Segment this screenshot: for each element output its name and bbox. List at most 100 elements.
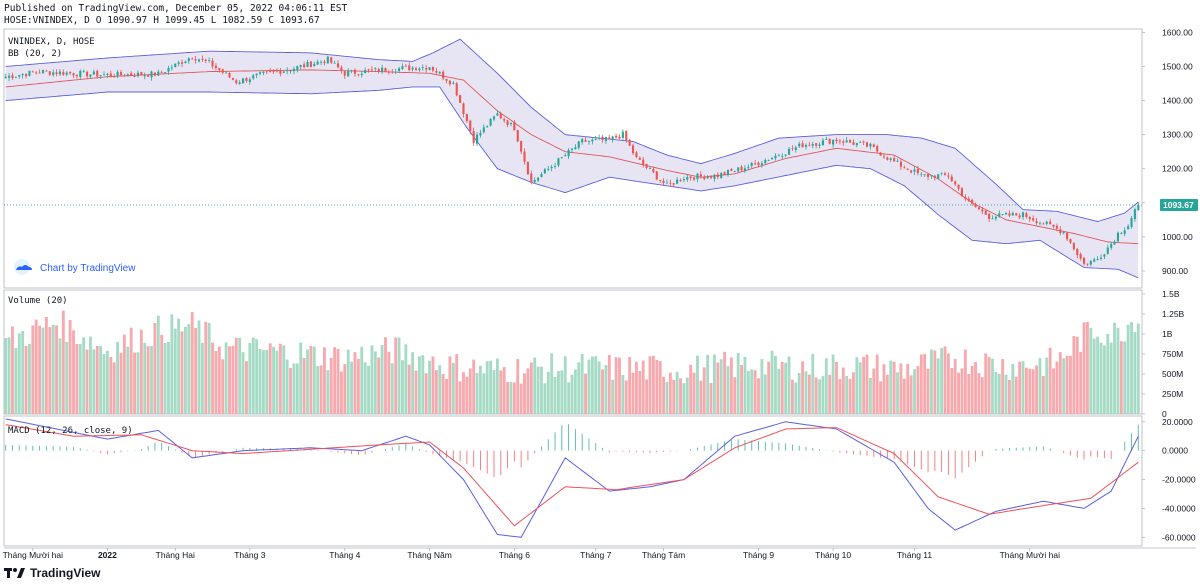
volume-bar <box>434 370 438 414</box>
volume-bar <box>868 377 872 414</box>
volume-bar <box>24 345 28 414</box>
volume-bar <box>597 361 601 414</box>
candle-body <box>353 69 357 74</box>
volume-bar <box>465 376 469 414</box>
candle-body <box>1021 212 1025 218</box>
candle-body <box>679 180 682 181</box>
candle-body <box>927 173 930 177</box>
volume-bar <box>845 375 849 414</box>
candle-body <box>113 76 116 78</box>
candle-body <box>279 70 282 74</box>
volume-bar <box>573 369 577 414</box>
candle-body <box>537 177 540 181</box>
candle-body <box>462 103 465 115</box>
candle-body <box>45 70 48 72</box>
volume-bar <box>852 372 855 414</box>
volume-bar <box>862 356 866 414</box>
candle-body <box>1066 232 1069 240</box>
candle-body <box>123 75 126 77</box>
time-label: Tháng Tám <box>642 550 685 560</box>
volume-bar <box>492 370 496 414</box>
candle-body <box>1106 247 1109 254</box>
time-label: Tháng Năm <box>407 550 451 560</box>
candle-body <box>35 72 38 74</box>
candle-body <box>1120 233 1123 234</box>
signal-line <box>5 424 1139 527</box>
volume-bar <box>112 362 116 414</box>
candle-body <box>1072 243 1075 250</box>
volume-bar <box>228 346 231 414</box>
watermark[interactable]: Chart by TradingView <box>14 259 136 275</box>
volume-bar <box>251 337 255 414</box>
volume-bar <box>824 358 828 414</box>
volume-bar <box>475 373 479 414</box>
volume-bar <box>848 378 852 414</box>
candle-body <box>815 143 818 146</box>
time-label: Tháng 4 <box>329 550 360 560</box>
close-value: C 1093.67 <box>268 15 320 26</box>
volume-bar <box>428 360 432 414</box>
candle-body <box>360 73 363 76</box>
candle-body <box>669 182 672 184</box>
candle-body <box>408 65 411 71</box>
volume-bar <box>638 371 642 414</box>
candle-body <box>777 155 780 157</box>
volume-bar <box>784 362 788 414</box>
candle-body <box>991 218 994 220</box>
volume-bar <box>953 359 957 414</box>
volume-bar <box>533 357 537 414</box>
candle-body <box>526 161 529 175</box>
candle-body <box>275 70 279 72</box>
volume-bar <box>261 350 265 414</box>
macd-pane <box>3 415 1143 547</box>
candle-body <box>340 67 343 71</box>
candle-body <box>625 130 628 141</box>
volume-bar <box>194 327 198 414</box>
footer-brand[interactable]: TradingView <box>4 565 100 581</box>
time-label: Tháng 6 <box>499 550 530 560</box>
candle-body <box>947 175 950 177</box>
candle-body <box>686 176 689 180</box>
candle-body <box>798 143 801 147</box>
volume-axis-label: 250M <box>1162 389 1183 399</box>
volume-bar <box>397 337 401 414</box>
candle-body <box>174 63 177 68</box>
candle-body <box>1103 254 1106 257</box>
volume-bar <box>489 360 493 414</box>
candle-body <box>811 144 814 146</box>
volume-bar <box>343 364 347 414</box>
volume-bar <box>974 362 977 414</box>
last-price-badge <box>1160 198 1198 211</box>
candle-body <box>414 68 418 71</box>
candle-body <box>218 67 221 71</box>
volume-bar <box>712 354 716 414</box>
volume-bar <box>838 378 842 414</box>
candle-body <box>1130 218 1133 227</box>
volume-bar <box>360 346 364 414</box>
volume-bar <box>1035 365 1038 414</box>
volume-bar <box>957 372 961 414</box>
volume-bar <box>187 324 191 414</box>
candle-body <box>411 67 414 70</box>
candle-body <box>333 62 336 64</box>
bb-lower-line <box>5 86 1139 279</box>
candle-body <box>180 62 184 64</box>
candle-body <box>313 63 316 67</box>
volume-bar <box>991 358 994 414</box>
candle-body <box>357 74 360 76</box>
candle-body <box>187 58 190 62</box>
volume-bar <box>696 355 699 414</box>
volume-bar <box>336 348 340 414</box>
candle-body <box>503 119 506 121</box>
candle-body <box>886 157 889 160</box>
candle-body <box>109 73 112 77</box>
volume-bar <box>604 365 608 414</box>
candle-body <box>364 69 367 74</box>
volume-bar <box>913 369 916 414</box>
volume-bar <box>702 367 706 414</box>
candle-body <box>167 68 170 72</box>
volume-bar <box>614 357 618 414</box>
volume-bar <box>794 382 798 414</box>
candle-body <box>560 157 563 158</box>
